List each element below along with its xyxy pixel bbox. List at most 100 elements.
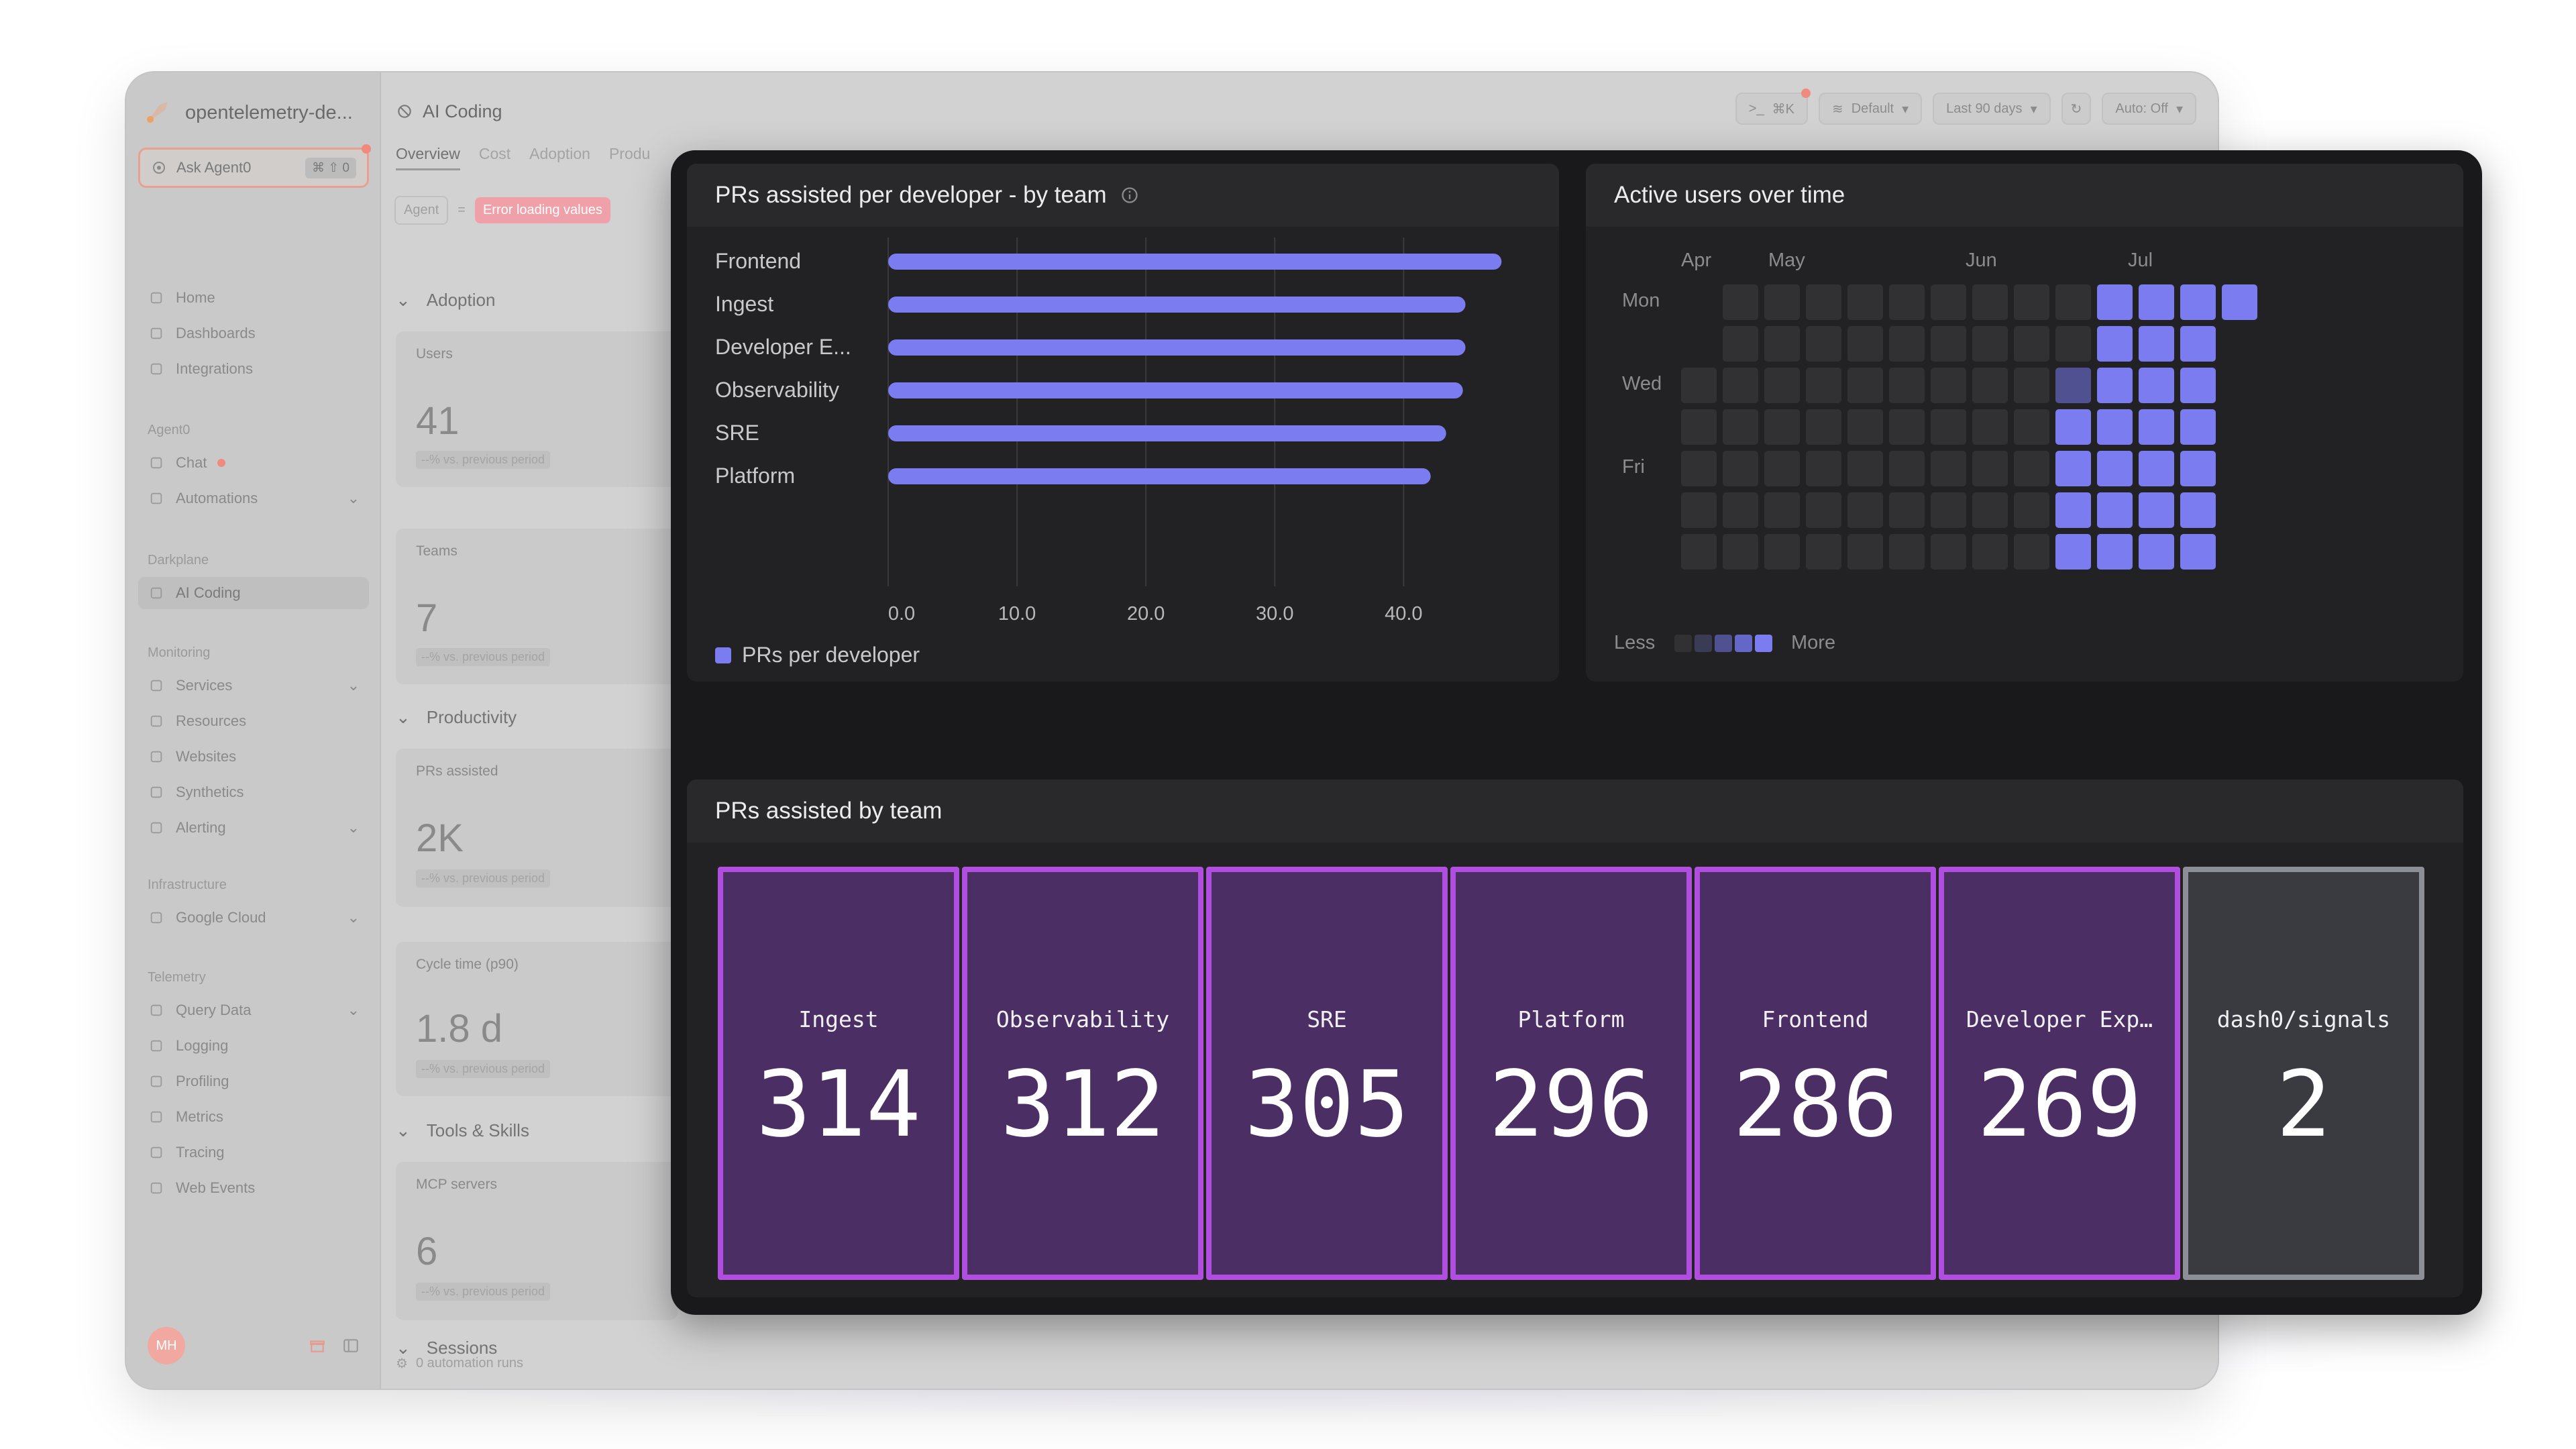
bar[interactable]: [888, 468, 1431, 484]
heatmap-cell[interactable]: [1723, 492, 1758, 528]
heatmap-cell[interactable]: [2139, 326, 2174, 362]
heatmap-cell[interactable]: [1847, 368, 1883, 403]
tab-productivity[interactable]: Produ: [608, 145, 651, 162]
tab-overview[interactable]: Overview: [396, 145, 460, 170]
heatmap-cell[interactable]: [2097, 451, 2133, 486]
heatmap-cell[interactable]: [2139, 534, 2174, 570]
filter-error-badge[interactable]: Error loading values: [474, 197, 610, 223]
bar[interactable]: [888, 382, 1463, 398]
heatmap-cell[interactable]: [1972, 534, 2008, 570]
tab-cost[interactable]: Cost: [478, 145, 511, 162]
heatmap-cell[interactable]: [2139, 451, 2174, 486]
heatmap-cell[interactable]: [1931, 284, 1966, 320]
heatmap-cell[interactable]: [2055, 326, 2091, 362]
heatmap-cell[interactable]: [1931, 368, 1966, 403]
avatar[interactable]: MH: [148, 1327, 185, 1364]
heatmap-cell[interactable]: [2097, 534, 2133, 570]
heatmap-cell[interactable]: [1972, 409, 2008, 445]
sidebar-item-home[interactable]: Home: [138, 282, 369, 314]
heatmap-cell[interactable]: [2014, 534, 2049, 570]
org-switcher[interactable]: opentelemetry-de...: [141, 93, 369, 133]
heatmap-cell[interactable]: [1889, 326, 1925, 362]
heatmap-cell[interactable]: [2097, 409, 2133, 445]
heatmap-cell[interactable]: [1972, 284, 2008, 320]
heatmap-cell[interactable]: [1847, 492, 1883, 528]
heatmap-cell[interactable]: [1681, 492, 1717, 528]
heatmap-cell[interactable]: [1847, 534, 1883, 570]
timerange-select[interactable]: Last 90 days ▾: [1933, 93, 2051, 125]
sidebar-item-integrations[interactable]: Integrations: [138, 353, 369, 385]
heatmap-cell[interactable]: [1931, 409, 1966, 445]
heatmap-cell[interactable]: [1889, 409, 1925, 445]
sidebar-item-chat[interactable]: Chat: [138, 447, 369, 479]
sidebar-item-metrics[interactable]: Metrics: [138, 1101, 369, 1133]
heatmap-cell[interactable]: [2097, 284, 2133, 320]
group-productivity[interactable]: ⌄ Productivity: [396, 707, 517, 728]
heatmap-cell[interactable]: [1806, 326, 1841, 362]
heatmap-cell[interactable]: [2222, 284, 2257, 320]
heatmap-cell[interactable]: [2055, 492, 2091, 528]
sidebar-item-websites[interactable]: Websites: [138, 741, 369, 773]
heatmap-cell[interactable]: [2180, 451, 2216, 486]
heatmap-cell[interactable]: [1723, 368, 1758, 403]
sidebar-item-ai-coding[interactable]: AI Coding: [138, 577, 369, 609]
command-button[interactable]: >_ ⌘K: [1735, 89, 1811, 125]
bar[interactable]: [888, 297, 1466, 313]
sidebar-item-tracing[interactable]: Tracing: [138, 1136, 369, 1169]
team-tile[interactable]: dash0/signals 2: [2183, 867, 2424, 1280]
sidebar-item-web-events[interactable]: Web Events: [138, 1172, 369, 1204]
heatmap-cell[interactable]: [1681, 534, 1717, 570]
heatmap-cell[interactable]: [2139, 284, 2174, 320]
heatmap-cell[interactable]: [2055, 368, 2091, 403]
heatmap-cell[interactable]: [2097, 492, 2133, 528]
heatmap-cell[interactable]: [2097, 368, 2133, 403]
heatmap-cell[interactable]: [2055, 284, 2091, 320]
heatmap-cell[interactable]: [1847, 284, 1883, 320]
heatmap-cell[interactable]: [2014, 409, 2049, 445]
heatmap-cell[interactable]: [1972, 368, 2008, 403]
heatmap-cell[interactable]: [1931, 492, 1966, 528]
heatmap-cell[interactable]: [2055, 451, 2091, 486]
heatmap-cell[interactable]: [1889, 451, 1925, 486]
heatmap-cell[interactable]: [2180, 534, 2216, 570]
heatmap-cell[interactable]: [1764, 409, 1800, 445]
heatmap-cell[interactable]: [1723, 534, 1758, 570]
sidebar-item-automations[interactable]: Automations ⌄: [138, 482, 369, 515]
sidebar-item-logging[interactable]: Logging: [138, 1030, 369, 1062]
tab-adoption[interactable]: Adoption: [529, 145, 590, 162]
team-tile[interactable]: Observability 312: [962, 867, 1203, 1280]
heatmap-cell[interactable]: [2139, 368, 2174, 403]
team-tile[interactable]: Platform 296: [1450, 867, 1692, 1280]
heatmap-cell[interactable]: [1764, 451, 1800, 486]
heatmap-cell[interactable]: [1806, 409, 1841, 445]
sidebar-item-dashboards[interactable]: Dashboards: [138, 317, 369, 350]
gift-icon[interactable]: [309, 1337, 326, 1354]
sidebar-item-google-cloud[interactable]: Google Cloud ⌄: [138, 902, 369, 934]
heatmap-cell[interactable]: [1931, 451, 1966, 486]
heatmap-cell[interactable]: [1806, 368, 1841, 403]
sidebar-item-synthetics[interactable]: Synthetics: [138, 776, 369, 808]
heatmap-cell[interactable]: [2055, 534, 2091, 570]
sidebar-toggle-icon[interactable]: [342, 1337, 360, 1354]
heatmap-cell[interactable]: [1764, 326, 1800, 362]
heatmap-cell[interactable]: [2014, 284, 2049, 320]
heatmap-cell[interactable]: [1681, 368, 1717, 403]
ask-agent-button[interactable]: Ask Agent0 ⌘ ⇧ 0: [138, 144, 371, 188]
heatmap-cell[interactable]: [2014, 368, 2049, 403]
info-icon[interactable]: [1120, 186, 1139, 205]
heatmap-cell[interactable]: [1806, 451, 1841, 486]
heatmap-cell[interactable]: [1806, 534, 1841, 570]
bar[interactable]: [888, 254, 1502, 270]
heatmap-cell[interactable]: [1806, 284, 1841, 320]
heatmap-cell[interactable]: [1972, 326, 2008, 362]
dataset-select[interactable]: ≋ Default ▾: [1818, 93, 1923, 125]
heatmap-cell[interactable]: [1723, 284, 1758, 320]
heatmap-cell[interactable]: [2180, 368, 2216, 403]
team-tile[interactable]: Frontend 286: [1695, 867, 1936, 1280]
heatmap-cell[interactable]: [1764, 368, 1800, 403]
heatmap-cell[interactable]: [1723, 409, 1758, 445]
sidebar-item-alerting[interactable]: Alerting ⌄: [138, 812, 369, 844]
team-tile[interactable]: Developer Exp… 269: [1939, 867, 2180, 1280]
sidebar-item-services[interactable]: Services ⌄: [138, 669, 369, 702]
heatmap-cell[interactable]: [2180, 284, 2216, 320]
